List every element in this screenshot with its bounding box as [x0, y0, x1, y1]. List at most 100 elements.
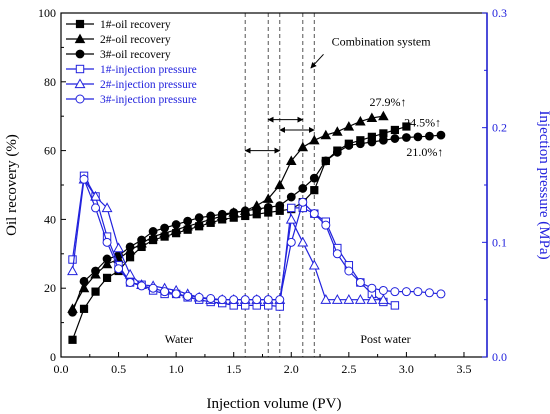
data-point — [378, 285, 388, 295]
data-point — [183, 291, 193, 301]
data-point — [309, 209, 319, 219]
data-point — [355, 277, 365, 287]
legend-item: 1#-oil recovery — [66, 19, 171, 31]
data-point — [344, 266, 354, 276]
data-point — [171, 289, 181, 299]
data-point — [160, 223, 170, 233]
series-4 — [67, 173, 389, 304]
y2-axis-ticks: 0.0 0.1 0.2 0.3 — [482, 6, 507, 364]
data-point — [217, 209, 227, 219]
series-line — [71, 125, 407, 341]
data-point — [298, 197, 308, 207]
data-point — [285, 213, 297, 224]
y-axis-label: Oil recovery (%) — [4, 134, 20, 236]
data-point — [390, 125, 399, 135]
series-line — [71, 177, 384, 301]
data-point — [170, 224, 182, 234]
y-tick-label: 100 — [38, 6, 56, 20]
data-point — [125, 277, 135, 287]
data-point — [413, 287, 423, 297]
data-point — [436, 130, 446, 140]
data-point — [274, 179, 286, 190]
data-point — [332, 249, 342, 259]
x-tick-label: 3.0 — [399, 362, 414, 376]
data-point — [275, 201, 285, 211]
data-point — [320, 129, 332, 140]
legend-label: 1#-oil recovery — [100, 19, 171, 31]
data-point — [68, 335, 77, 344]
data-point — [68, 255, 77, 264]
data-point — [206, 294, 216, 304]
y-tick-label: 0 — [50, 350, 56, 364]
legend-label: 2#-oil recovery — [100, 34, 171, 46]
series-2 — [68, 130, 446, 317]
data-point — [263, 202, 273, 212]
data-point — [287, 203, 296, 213]
data-point — [309, 173, 319, 183]
legend-marker — [75, 64, 85, 74]
data-point — [344, 141, 354, 150]
legend: 1#-oil recovery 2#-oil recovery 3#-oil rec… — [66, 19, 197, 106]
data-point — [240, 206, 250, 216]
data-point — [366, 112, 378, 122]
y-tick-label: 80 — [44, 75, 56, 89]
annotation: Post water — [360, 332, 410, 346]
data-point — [320, 294, 332, 304]
data-point — [125, 253, 135, 262]
x-tick-label: 0.5 — [111, 362, 126, 376]
data-point — [331, 294, 343, 304]
data-point — [124, 268, 136, 279]
series-line — [71, 173, 396, 308]
data-point — [217, 295, 227, 305]
data-point — [343, 121, 355, 131]
legend-marker — [74, 33, 86, 44]
data-point — [102, 237, 112, 247]
data-point — [390, 134, 400, 143]
data-point — [401, 287, 411, 297]
series-1 — [67, 110, 389, 313]
legend-item: 1#-injection pressure — [66, 64, 197, 76]
data-point — [321, 156, 331, 166]
annotation: 27.9%↑ — [370, 95, 407, 109]
legend-marker — [75, 19, 85, 29]
series-0 — [68, 122, 411, 344]
data-point — [102, 254, 112, 264]
y2-tick-label: 0.1 — [492, 235, 507, 249]
data-point — [252, 295, 262, 305]
data-point — [297, 141, 309, 152]
data-point — [194, 292, 204, 302]
legend-label: 3#-oil recovery — [100, 49, 171, 61]
data-point — [91, 203, 101, 213]
data-point — [402, 133, 411, 142]
data-point — [367, 137, 377, 147]
data-point — [378, 110, 389, 121]
data-point — [390, 287, 400, 297]
data-point — [309, 134, 320, 145]
data-point — [285, 155, 297, 166]
y2-tick-label: 0.3 — [492, 6, 507, 20]
data-point — [113, 242, 125, 253]
data-point — [355, 115, 366, 126]
x-tick-label: 1.5 — [226, 362, 241, 376]
data-point — [229, 208, 239, 217]
data-point — [263, 295, 273, 305]
data-point — [252, 204, 262, 214]
data-point — [354, 294, 366, 304]
x-axis-label: Injection volume (PV) — [207, 396, 342, 412]
legend-item: 3#-injection pressure — [66, 94, 197, 106]
data-point — [436, 289, 446, 299]
data-point — [148, 227, 158, 236]
data-point — [413, 132, 423, 142]
x-tick-label: 3.5 — [456, 362, 471, 376]
data-point — [137, 281, 147, 291]
data-series — [67, 110, 446, 344]
legend-marker — [74, 78, 86, 89]
data-point — [171, 220, 181, 229]
data-point — [160, 287, 170, 297]
data-point — [137, 235, 146, 245]
legend-label: 1#-injection pressure — [100, 64, 197, 76]
y-axis-ticks: 0 20 40 60 80 100 — [38, 6, 66, 364]
data-point — [91, 287, 100, 296]
series-3 — [68, 171, 400, 311]
data-point — [424, 288, 434, 298]
